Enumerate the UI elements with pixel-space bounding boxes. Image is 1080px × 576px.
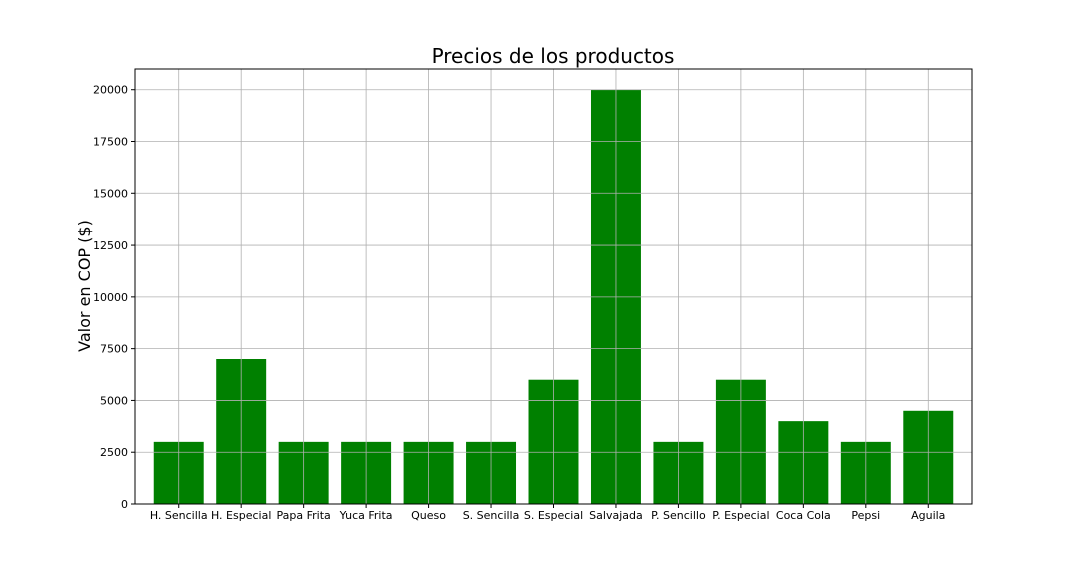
x-tick-label: Yuca Frita [339, 509, 393, 522]
y-tick-label: 2500 [100, 446, 128, 459]
x-tick-label: H. Especial [211, 509, 271, 522]
y-tick-label: 12500 [93, 239, 128, 252]
x-tick-label: S. Especial [524, 509, 583, 522]
grid-layer [135, 69, 972, 505]
x-tick-label: S. Sencilla [463, 509, 520, 522]
x-tick-label: P. Sencillo [651, 509, 706, 522]
x-tick-label: Queso [411, 509, 446, 522]
x-tick-label: P. Especial [712, 509, 769, 522]
y-tick-label: 15000 [93, 187, 128, 200]
x-tick-label: Coca Cola [776, 509, 831, 522]
y-tick-label: 7500 [100, 343, 128, 356]
y-tick-label: 0 [121, 498, 128, 511]
x-tick-label: Aguila [911, 509, 945, 522]
y-tick-label: 20000 [93, 84, 128, 97]
x-tick-label: Papa Frita [277, 509, 331, 522]
x-axis-ticks: H. Sencilla H. Especial Papa Frita Yuca Fri… [150, 504, 945, 522]
y-tick-label: 10000 [93, 291, 128, 304]
y-tick-label: 17500 [93, 136, 128, 149]
chart-title: Precios de los productos [432, 44, 675, 68]
x-tick-label: H. Sencilla [150, 509, 208, 522]
y-axis-ticks: 0 2500 5000 7500 10000 12500 15000 17500 20000 [93, 84, 135, 511]
y-tick-label: 5000 [100, 394, 128, 407]
x-tick-label: Salvajada [589, 509, 643, 522]
y-axis-label: Valor en COP ($) [75, 220, 94, 352]
x-tick-label: Pepsi [851, 509, 880, 522]
